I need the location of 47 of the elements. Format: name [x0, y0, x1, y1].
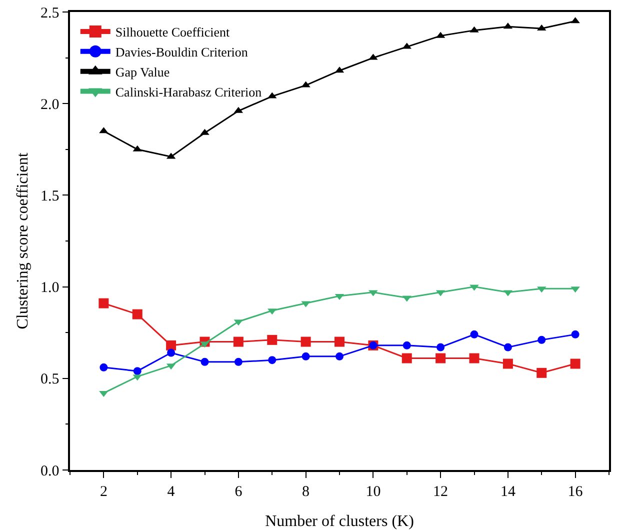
legend-label: Silhouette Coefficient: [115, 24, 230, 40]
y-tick-label: 0.0: [40, 463, 60, 480]
point: [233, 336, 244, 347]
y-tick-label: 2.5: [40, 5, 60, 22]
point: [436, 353, 446, 364]
point: [502, 358, 513, 369]
x-tick-label: 8: [302, 484, 310, 500]
point: [300, 336, 311, 347]
y-tick-label: 1.5: [40, 188, 60, 204]
x-tick-label: 12: [433, 484, 448, 500]
y-tick-label: 1.0: [40, 280, 60, 296]
point: [167, 348, 176, 357]
y-tick-label: 2.0: [40, 96, 60, 113]
point: [402, 341, 411, 350]
point: [504, 343, 512, 352]
legend-label: Calinski-Harabasz Criterion: [115, 84, 262, 100]
x-axis-title: Number of clusters (K): [265, 513, 414, 530]
x-tick-label: 6: [234, 484, 243, 500]
point: [133, 367, 142, 376]
point: [470, 330, 478, 338]
x-tick-label: 10: [366, 484, 381, 500]
point: [334, 336, 344, 347]
x-tick-label: 2: [100, 484, 108, 500]
x-tick-label: 16: [568, 484, 584, 500]
point: [469, 353, 480, 364]
x-tick-label: 4: [167, 484, 176, 500]
point: [570, 358, 580, 369]
x-tick-label: 14: [500, 484, 516, 500]
point: [268, 356, 276, 364]
point: [436, 343, 445, 352]
point: [200, 358, 209, 366]
point: [302, 352, 310, 360]
point: [234, 358, 242, 366]
point: [402, 353, 412, 364]
point: [267, 334, 278, 345]
point: [132, 309, 142, 320]
point: [538, 336, 546, 344]
point: [536, 368, 547, 378]
point: [100, 363, 108, 372]
point: [166, 340, 176, 350]
point: [336, 352, 344, 360]
legend-label: Gap Value: [115, 64, 170, 80]
y-axis-title: Clustering score coefficient: [14, 152, 32, 330]
point: [98, 298, 109, 308]
point: [571, 330, 580, 338]
legend-label: Davies-Bouldin Criterion: [115, 44, 248, 60]
y-tick-label: 0.5: [40, 372, 60, 388]
